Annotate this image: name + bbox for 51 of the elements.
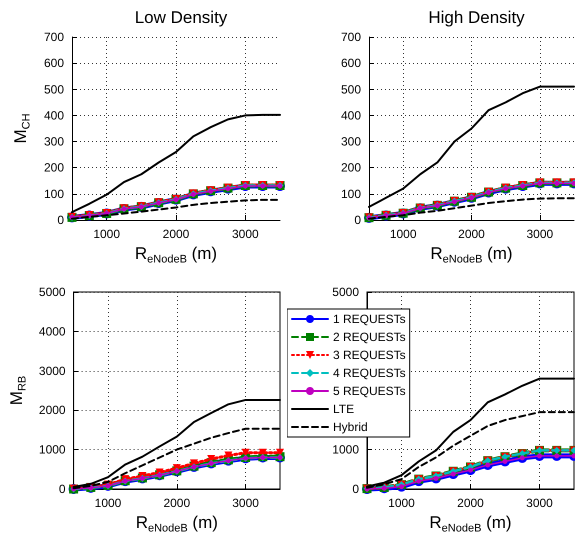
y-tick-label: 200 [340,160,362,175]
y-tick-label: 500 [340,82,362,96]
y-tick-label: 1000 [38,442,66,457]
y-tick-label: 200 [44,160,64,175]
y-tick-label: 700 [340,30,362,44]
y-axis-title: MCH [11,113,32,144]
legend-label: 4 REQUESTs [333,366,406,380]
y-tick-label: 0 [352,482,360,496]
x-tick-label: 3000 [526,496,554,510]
y-tick-label: 700 [44,30,64,44]
point [485,462,490,468]
x-tick-label: 2000 [457,496,484,510]
x-tick-label: 2000 [162,227,190,241]
chart-title: Low Density [134,8,228,27]
chart-title: High Density [428,8,526,27]
legend-label: 5 REQUESTs [333,384,406,398]
legend-label: 1 REQUESTs [333,312,406,326]
x-tick-label: 1000 [93,227,120,241]
y-tick-label: 600 [340,56,362,70]
x-tick-label: 2000 [163,496,190,510]
y-tick-label: 5000 [38,285,66,299]
y-tick-label: 1000 [332,442,360,457]
y-tick-label: 400 [44,108,64,122]
y-tick-label: 500 [44,82,64,96]
y-tick-label: 0 [57,213,64,227]
y-tick-label: 100 [44,186,64,201]
x-tick-label: 3000 [232,496,260,510]
y-tick-label: 400 [340,108,362,122]
point [450,472,456,477]
x-tick-label: 2000 [458,227,486,241]
y-tick-label: 5000 [332,285,360,299]
y-tick-label: 3000 [38,364,66,378]
point [468,468,473,473]
y-tick-label: 300 [340,134,362,149]
y-tick-label: 600 [44,56,64,70]
y-tick-label: 0 [58,482,66,496]
y-tick-label: 300 [44,134,64,149]
legend-label: 3 REQUESTs [333,348,406,362]
x-tick-label: 1000 [388,496,416,510]
y-axis-title: MRB [7,376,28,406]
legend-label: 2 REQUESTs [333,330,406,344]
y-tick-label: 4000 [38,324,66,338]
legend-label: Hybrid [333,420,368,434]
y-tick-label: 100 [340,186,362,201]
x-tick-label: 1000 [94,496,122,510]
x-tick-label: 3000 [526,227,554,241]
legend-label: LTE [333,402,354,416]
y-tick-label: 0 [354,213,362,227]
x-tick-label: 1000 [390,227,417,241]
x-tick-label: 3000 [232,227,260,241]
y-tick-label: 2000 [38,403,66,418]
